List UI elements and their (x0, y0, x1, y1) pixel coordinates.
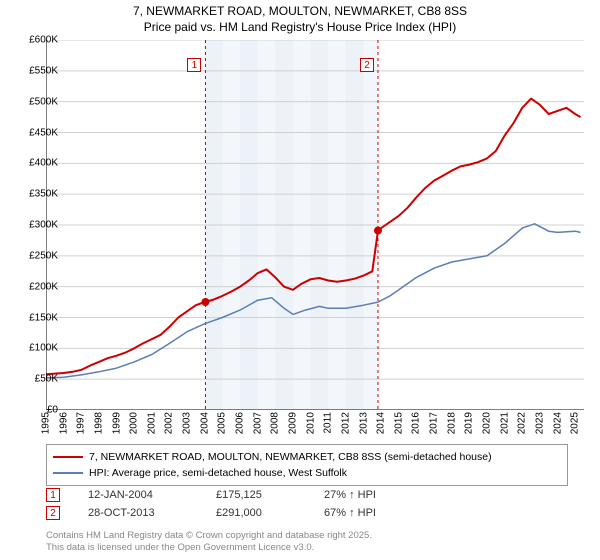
marker-row-2: 2 28-OCT-2013 £291,000 67% ↑ HPI (46, 504, 568, 522)
footer-attribution: Contains HM Land Registry data © Crown c… (46, 530, 568, 554)
x-tick-label: 2015 (393, 412, 404, 434)
x-tick-label: 1998 (93, 412, 104, 434)
x-tick-label: 2021 (499, 412, 510, 434)
x-tick-label: 2006 (235, 412, 246, 434)
y-tick-label: £450K (14, 127, 60, 138)
x-tick-label: 2014 (376, 412, 387, 434)
x-tick-label: 2023 (534, 412, 545, 434)
legend-swatch-price (53, 456, 83, 458)
marker-badge-2: 2 (46, 506, 60, 520)
x-tick-label: 2017 (429, 412, 440, 434)
marker-price-1: £175,125 (216, 489, 296, 501)
y-tick-label: £350K (14, 189, 60, 200)
x-tick-label: 2024 (552, 412, 563, 434)
y-tick-label: £600K (14, 35, 60, 46)
y-tick-label: £550K (14, 65, 60, 76)
x-tick-label: 2022 (517, 412, 528, 434)
x-tick-label: 2005 (217, 412, 228, 434)
marker-callout-1: 1 (187, 58, 201, 72)
marker-callout-2: 2 (360, 58, 374, 72)
marker-row-1: 1 12-JAN-2004 £175,125 27% ↑ HPI (46, 486, 568, 504)
x-tick-label: 2010 (305, 412, 316, 434)
x-tick-label: 2018 (446, 412, 457, 434)
footer-line-1: Contains HM Land Registry data © Crown c… (46, 530, 568, 542)
y-tick-label: £150K (14, 312, 60, 323)
y-tick-label: £0 (14, 405, 60, 416)
footer-line-2: This data is licensed under the Open Gov… (46, 542, 568, 554)
x-tick-label: 1999 (111, 412, 122, 434)
y-tick-label: £300K (14, 220, 60, 231)
legend-label-hpi: HPI: Average price, semi-detached house,… (89, 467, 347, 479)
x-tick-label: 2019 (464, 412, 475, 434)
y-tick-label: £100K (14, 343, 60, 354)
title-line-2: Price paid vs. HM Land Registry's House … (0, 20, 600, 36)
x-tick-label: 2009 (287, 412, 298, 434)
chart-title: 7, NEWMARKET ROAD, MOULTON, NEWMARKET, C… (0, 0, 600, 35)
legend-label-price: 7, NEWMARKET ROAD, MOULTON, NEWMARKET, C… (89, 451, 492, 463)
marker-delta-2: 67% ↑ HPI (324, 507, 376, 519)
x-tick-label: 1997 (76, 412, 87, 434)
x-tick-label: 2004 (199, 412, 210, 434)
y-tick-label: £50K (14, 374, 60, 385)
x-tick-label: 2011 (323, 412, 334, 434)
legend-row-hpi: HPI: Average price, semi-detached house,… (53, 465, 561, 481)
line-chart-svg (46, 40, 584, 410)
x-tick-label: 2003 (182, 412, 193, 434)
x-tick-label: 2001 (146, 412, 157, 434)
x-tick-label: 2000 (129, 412, 140, 434)
x-tick-label: 2007 (252, 412, 263, 434)
x-tick-label: 2025 (570, 412, 581, 434)
x-tick-label: 2016 (411, 412, 422, 434)
legend-swatch-hpi (53, 472, 83, 474)
y-tick-label: £500K (14, 96, 60, 107)
marker-date-1: 12-JAN-2004 (88, 489, 188, 501)
legend-row-price: 7, NEWMARKET ROAD, MOULTON, NEWMARKET, C… (53, 449, 561, 465)
x-tick-label: 2008 (270, 412, 281, 434)
marker-price-2: £291,000 (216, 507, 296, 519)
y-tick-label: £250K (14, 250, 60, 261)
title-line-1: 7, NEWMARKET ROAD, MOULTON, NEWMARKET, C… (0, 4, 600, 20)
x-tick-label: 2002 (164, 412, 175, 434)
y-tick-label: £200K (14, 281, 60, 292)
y-tick-label: £400K (14, 158, 60, 169)
x-tick-label: 1995 (41, 412, 52, 434)
marker-date-2: 28-OCT-2013 (88, 507, 188, 519)
marker-badge-1: 1 (46, 488, 60, 502)
x-tick-label: 2013 (358, 412, 369, 434)
x-tick-label: 2020 (481, 412, 492, 434)
x-tick-label: 2012 (340, 412, 351, 434)
legend: 7, NEWMARKET ROAD, MOULTON, NEWMARKET, C… (46, 444, 568, 486)
sale-markers-table: 1 12-JAN-2004 £175,125 27% ↑ HPI 2 28-OC… (46, 486, 568, 522)
marker-delta-1: 27% ↑ HPI (324, 489, 376, 501)
chart-area (46, 40, 584, 410)
x-tick-label: 1996 (58, 412, 69, 434)
